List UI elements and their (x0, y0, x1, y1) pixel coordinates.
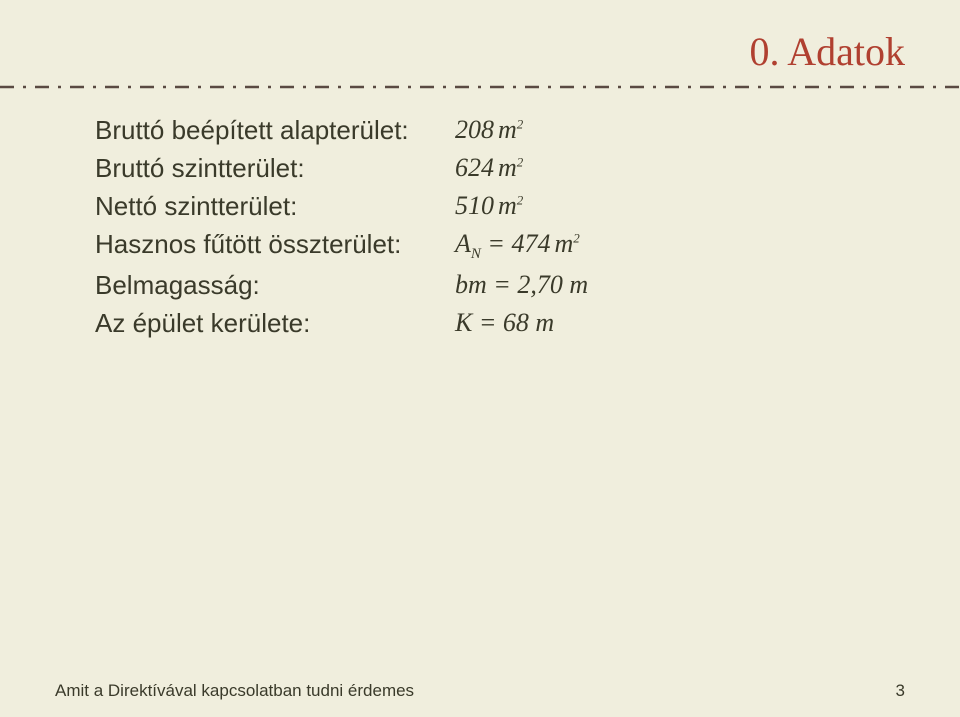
value-unit: m (498, 191, 517, 220)
value-unit: m (554, 229, 573, 258)
label: Nettó szintterület: (95, 191, 455, 222)
value: 510m2 (455, 191, 855, 221)
value-prefix: A (455, 229, 471, 258)
footer: Amit a Direktívával kapcsolatban tudni é… (55, 681, 905, 701)
value-unit: m (498, 115, 517, 144)
value: bm = 2,70 m (455, 270, 855, 300)
row-netto-szintterulet: Nettó szintterület: 510m2 (95, 191, 855, 222)
value: 624m2 (455, 153, 855, 183)
value-num: 510 (455, 191, 494, 220)
value-num: 624 (455, 153, 494, 182)
label: Az épület kerülete: (95, 308, 455, 339)
value-num: 474 (511, 229, 550, 258)
page-number: 3 (896, 681, 905, 701)
row-hasznos-osszterulet: Hasznos fűtött összterület: AN = 474m2 (95, 229, 855, 263)
value-num: 208 (455, 115, 494, 144)
value-sup: 2 (517, 192, 524, 207)
value-sub: N (471, 246, 481, 262)
value-sup: 2 (517, 154, 524, 169)
value: AN = 474m2 (455, 229, 855, 263)
value: K = 68 m (455, 308, 855, 338)
row-epulet-kerulete: Az épület kerülete: K = 68 m (95, 308, 855, 339)
row-brutto-alapterulet: Bruttó beépített alapterület: 208m2 (95, 115, 855, 146)
data-list: Bruttó beépített alapterület: 208m2 Brut… (95, 115, 855, 346)
value-sup: 2 (573, 230, 580, 245)
value-sup: 2 (517, 116, 524, 131)
footer-text: Amit a Direktívával kapcsolatban tudni é… (55, 681, 414, 701)
label: Belmagasság: (95, 270, 455, 301)
label: Bruttó beépített alapterület: (95, 115, 455, 146)
value-unit: m (498, 153, 517, 182)
row-brutto-szintterulet: Bruttó szintterület: 624m2 (95, 153, 855, 184)
page-title: 0. Adatok (749, 28, 905, 75)
label: Hasznos fűtött összterület: (95, 229, 455, 260)
divider-line (0, 84, 960, 90)
label: Bruttó szintterület: (95, 153, 455, 184)
row-belmagassag: Belmagasság: bm = 2,70 m (95, 270, 855, 301)
value: 208m2 (455, 115, 855, 145)
